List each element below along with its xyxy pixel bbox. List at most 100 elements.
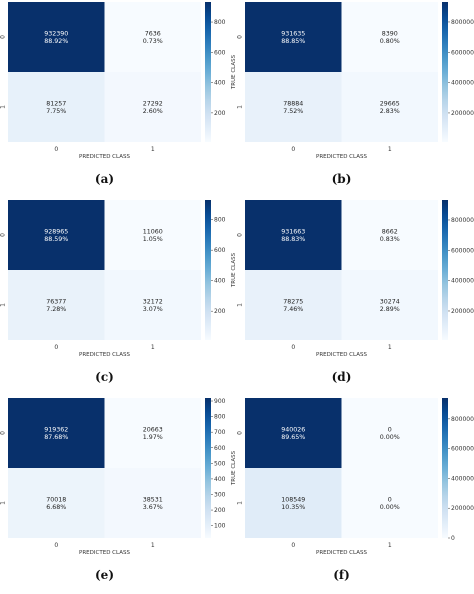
heatmap-cell: [245, 200, 342, 270]
cell-percent-label: 6.68%: [46, 504, 66, 511]
colorbar-tick-label: 2000000: [451, 308, 474, 315]
y-tick-label: 0: [0, 431, 7, 435]
subfigure-caption: (e): [95, 568, 114, 582]
cell-percent-label: 2.89%: [380, 306, 400, 313]
cell-count-label: 30274: [380, 299, 400, 306]
y-axis-label: TRUE CLASS: [231, 450, 237, 486]
x-axis-label: PREDICTED CLASS: [316, 550, 367, 556]
heatmap-cell: [245, 398, 342, 468]
heatmap-cell: [245, 72, 342, 142]
colorbar-tick-label: 400: [214, 476, 226, 483]
x-tick-label: 1: [388, 344, 392, 351]
cell-count-label: 38531: [143, 497, 163, 504]
cell-count-label: 70018: [46, 497, 66, 504]
cell-count-label: 76377: [46, 299, 66, 306]
colorbar-tick-label: 8000000: [451, 416, 474, 423]
colorbar: [205, 398, 211, 538]
cell-count-label: 8390: [382, 31, 398, 38]
heatmap-cell: [104, 200, 201, 270]
cell-count-label: 20663: [143, 427, 163, 434]
colorbar-tick-label: 400: [214, 278, 226, 285]
colorbar-tick-label: 6000000: [451, 446, 474, 453]
x-tick-label: 1: [151, 344, 155, 351]
heatmap-cell: [8, 2, 105, 72]
x-axis-label: PREDICTED CLASS: [79, 154, 130, 160]
cell-count-label: 932390: [44, 31, 68, 38]
colorbar-tick-label: 600: [214, 445, 226, 452]
colorbar-tick-label: 4000000: [451, 475, 474, 482]
cell-count-label: 29665: [380, 101, 400, 108]
cell-percent-label: 2.83%: [380, 108, 400, 115]
cell-percent-label: 3.67%: [143, 504, 163, 511]
colorbar-tick-label: 900: [214, 398, 226, 405]
cell-percent-label: 0.80%: [380, 38, 400, 45]
cell-count-label: 78275: [283, 299, 303, 306]
subfigure-caption: (c): [95, 370, 114, 384]
cell-percent-label: 7.46%: [283, 306, 303, 313]
x-tick-label: 0: [54, 542, 58, 549]
heatmap-cell: [245, 270, 342, 340]
cell-count-label: 931663: [281, 229, 305, 236]
confusion-matrix-panel: 931663 88.83% 8662 0.83% 78275 7.46% 30274 2.89…: [231, 198, 474, 396]
x-tick-label: 0: [54, 344, 58, 351]
x-tick-label: 0: [54, 146, 58, 153]
cell-count-label: 32172: [143, 299, 163, 306]
cell-count-label: 81257: [46, 101, 66, 108]
cell-count-label: 11060: [143, 229, 163, 236]
colorbar: [442, 2, 448, 142]
x-tick-label: 1: [151, 146, 155, 153]
cell-count-label: 919362: [44, 427, 68, 434]
heatmap-cell: [104, 398, 201, 468]
colorbar-tick-label: 200: [214, 308, 226, 315]
cell-count-label: 7636: [145, 31, 161, 38]
subfigure-caption: (b): [331, 172, 352, 186]
y-axis-label: TRUE CLASS: [231, 252, 237, 288]
y-tick-label: 0: [237, 35, 244, 39]
x-tick-label: 1: [388, 542, 392, 549]
colorbar: [442, 398, 448, 538]
cell-count-label: 78884: [283, 101, 303, 108]
y-tick-label: 1: [237, 105, 244, 109]
heatmap-cell: [341, 398, 438, 468]
cell-percent-label: 0.00%: [380, 504, 400, 511]
cell-percent-label: 10.35%: [281, 504, 305, 511]
cell-count-label: 0: [388, 497, 392, 504]
heatmap-cell: [341, 72, 438, 142]
cell-percent-label: 87.68%: [44, 434, 68, 441]
x-axis-label: PREDICTED CLASS: [316, 154, 367, 160]
cell-percent-label: 88.59%: [44, 236, 68, 243]
cell-count-label: 27292: [143, 101, 163, 108]
y-tick-label: 1: [237, 501, 244, 505]
heatmap-cell: [245, 2, 342, 72]
y-tick-label: 0: [0, 35, 7, 39]
x-tick-label: 0: [291, 344, 295, 351]
cell-percent-label: 1.05%: [143, 236, 163, 243]
heatmap-cell: [341, 200, 438, 270]
cell-percent-label: 88.85%: [281, 38, 305, 45]
colorbar-tick-label: 500: [214, 460, 226, 467]
cell-percent-label: 0.73%: [143, 38, 163, 45]
y-tick-label: 1: [237, 303, 244, 307]
cell-percent-label: 2.60%: [143, 108, 163, 115]
colorbar-tick-label: 800: [214, 414, 226, 421]
heatmap-cell: [104, 2, 201, 72]
colorbar-tick-label: 4000000: [451, 80, 474, 87]
cell-count-label: 940026: [281, 427, 305, 434]
y-tick-label: 0: [237, 431, 244, 435]
colorbar: [442, 200, 448, 340]
heatmap-cell: [104, 468, 201, 538]
x-axis-label: PREDICTED CLASS: [79, 550, 130, 556]
cell-percent-label: 7.75%: [46, 108, 66, 115]
colorbar-tick-label: 2000000: [451, 505, 474, 512]
x-tick-label: 0: [291, 146, 295, 153]
heatmap-svg: 94002689.65%00.00%10854910.35%00.00%01TR…: [231, 398, 474, 556]
confusion-matrix-panel: 928965 88.59% 11060 1.05% 76377 7.28% 32172 3.0…: [0, 198, 237, 396]
x-axis-label: PREDICTED CLASS: [79, 352, 130, 358]
heatmap-cell: [8, 468, 105, 538]
heatmap-cell: [8, 200, 105, 270]
colorbar: [205, 200, 211, 340]
confusion-matrix-panel: 919362 87.68% 20663 1.97% 70018 6.68% 38531 3.6…: [0, 396, 237, 594]
